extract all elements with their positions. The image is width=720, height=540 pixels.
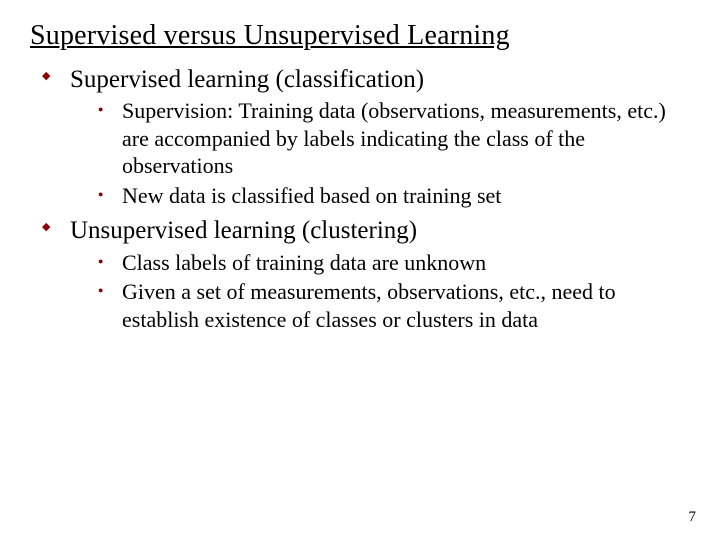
item-text: Supervision: Training data (observations… [122,98,666,178]
list-item: New data is classified based on training… [98,182,690,210]
list-item: Unsupervised learning (clustering) Class… [42,215,690,333]
bullet-list-level2: Class labels of training data are unknow… [70,249,690,334]
list-item: Supervision: Training data (observations… [98,97,690,180]
item-label: Unsupervised learning (clustering) [70,217,417,244]
list-item: Given a set of measurements, observation… [98,278,690,333]
item-label: Supervised learning (classification) [70,66,424,93]
bullet-list-level1: Supervised learning (classification) Sup… [30,64,690,333]
slide-title: Supervised versus Unsupervised Learning [30,20,690,52]
page-number: 7 [689,509,697,526]
list-item: Supervised learning (classification) Sup… [42,64,690,209]
item-text: Class labels of training data are unknow… [122,250,486,275]
list-item: Class labels of training data are unknow… [98,249,690,277]
bullet-list-level2: Supervision: Training data (observations… [70,97,690,209]
item-text: New data is classified based on training… [122,183,501,208]
slide: Supervised versus Unsupervised Learning … [0,0,720,540]
item-text: Given a set of measurements, observation… [122,279,616,332]
